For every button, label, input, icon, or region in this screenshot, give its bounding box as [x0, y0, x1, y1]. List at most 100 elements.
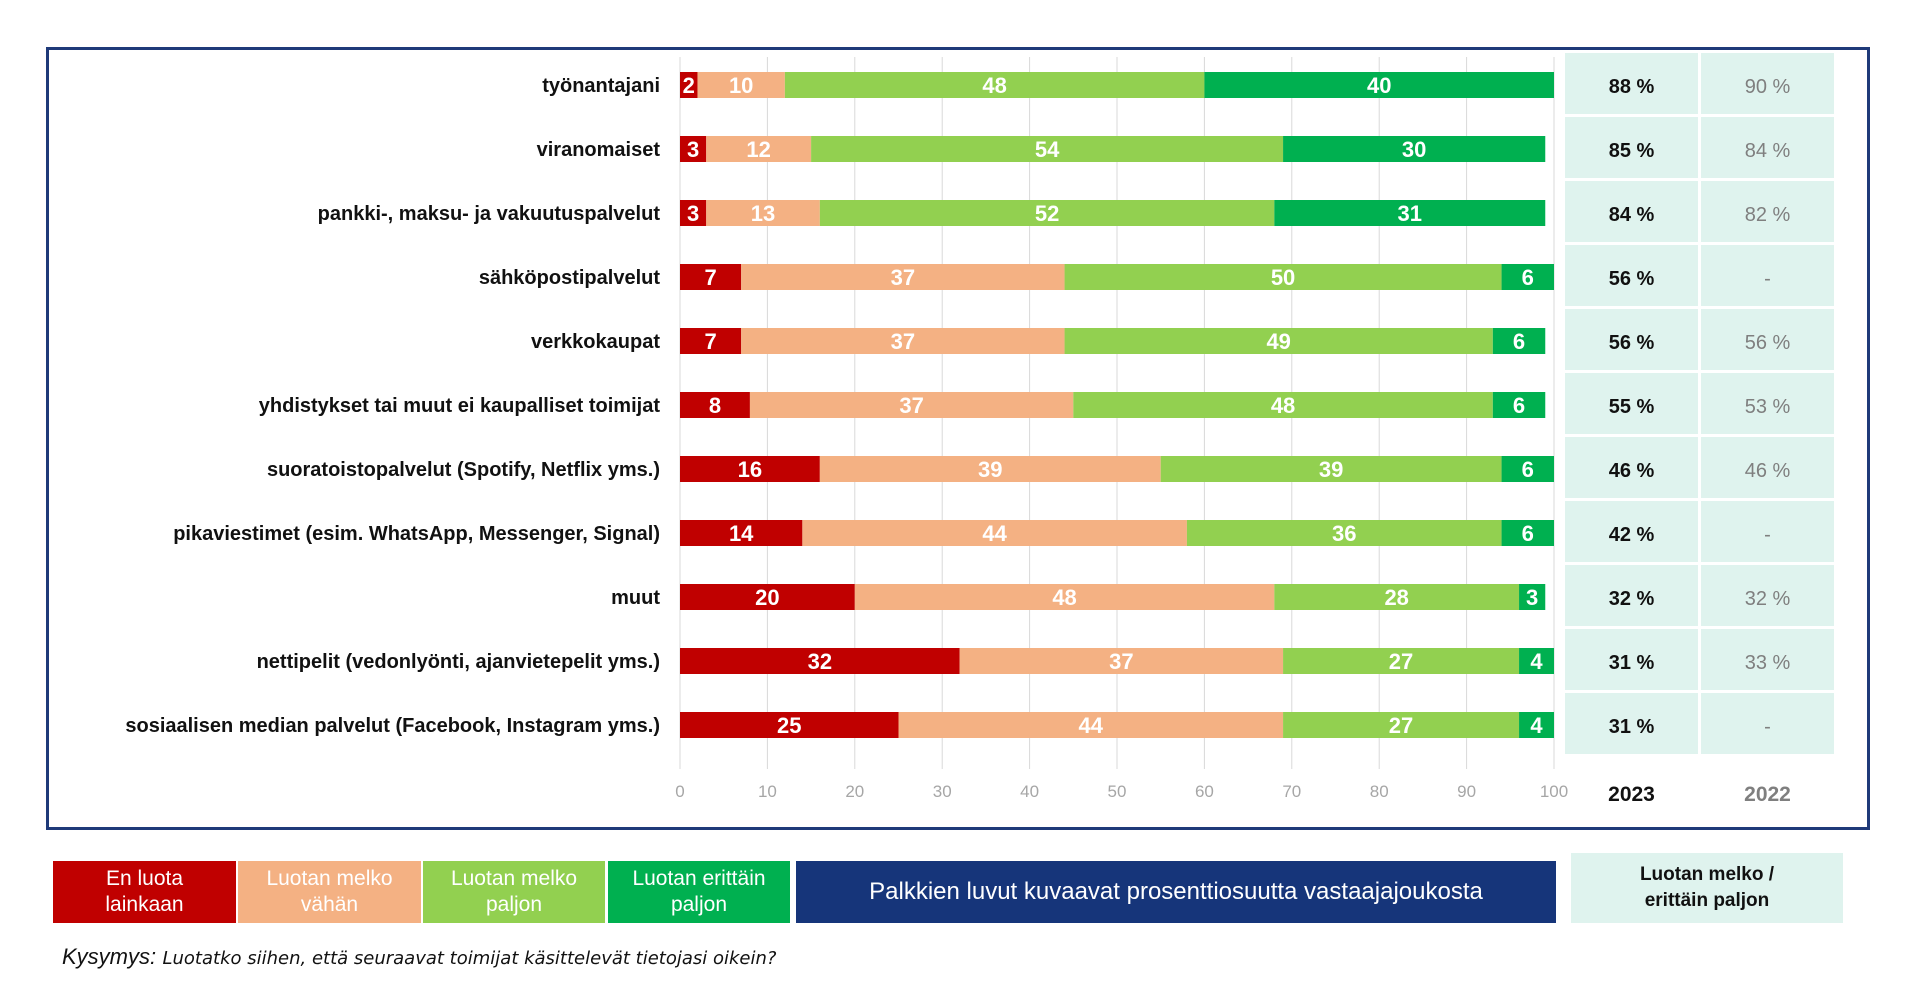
- x-tick-label: 40: [1020, 782, 1039, 801]
- category-label: pankki-, maksu- ja vakuutuspalvelut: [318, 203, 661, 225]
- data-label: 3: [1526, 585, 1538, 610]
- bar-segment: [1064, 264, 1502, 290]
- bar-segment: [1519, 712, 1554, 738]
- summary-value: 82 %: [1745, 204, 1791, 226]
- summary-column-header: 2022: [1744, 783, 1791, 806]
- data-label: 37: [891, 329, 915, 354]
- summary-key-line2: erittäin paljon: [1644, 890, 1770, 911]
- summary-value: 56 %: [1609, 332, 1655, 354]
- legend-label-line1: Luotan melko: [266, 867, 393, 890]
- x-tick-label: 90: [1457, 782, 1476, 801]
- bar-segment: [1073, 392, 1493, 418]
- data-label: 37: [899, 393, 923, 418]
- summary-value: 42 %: [1609, 524, 1655, 546]
- summary-cell-bg: [1701, 181, 1834, 242]
- x-tick-label: 80: [1370, 782, 1389, 801]
- data-label: 3: [687, 137, 699, 162]
- summary-value: 32 %: [1745, 588, 1791, 610]
- summary-value: 84 %: [1609, 204, 1655, 226]
- data-label: 48: [1271, 393, 1295, 418]
- bar-segment: [706, 136, 812, 162]
- data-label: 39: [978, 457, 1002, 482]
- legend-item-en-luota: En luota lainkaan: [53, 861, 236, 923]
- data-label: 30: [1402, 137, 1426, 162]
- bar-segment: [680, 328, 742, 354]
- bar-segment: [680, 712, 899, 738]
- x-tick-label: 50: [1108, 782, 1127, 801]
- summary-cell-bg: [1565, 693, 1698, 754]
- bar-segment: [1501, 520, 1554, 546]
- data-label: 49: [1266, 329, 1290, 354]
- legend-note: Palkkien luvut kuvaavat prosenttiosuutta…: [796, 861, 1556, 923]
- data-label: 4: [1530, 649, 1543, 674]
- bar-segment: [854, 584, 1275, 610]
- bar-segment: [706, 200, 820, 226]
- summary-value: 31 %: [1609, 652, 1655, 674]
- summary-cell-bg: [1565, 565, 1698, 626]
- bar-segment: [1501, 264, 1554, 290]
- bar-segment: [1283, 136, 1546, 162]
- summary-value: -: [1764, 716, 1771, 738]
- summary-value: 84 %: [1745, 140, 1791, 162]
- summary-cell-bg: [1701, 53, 1834, 114]
- data-label: 39: [1319, 457, 1343, 482]
- bar-segment: [1283, 712, 1520, 738]
- bar-segment: [784, 72, 1205, 98]
- bar-segment: [1274, 200, 1546, 226]
- data-label: 40: [1367, 73, 1391, 98]
- bar-segment: [811, 136, 1284, 162]
- data-label: 12: [746, 137, 770, 162]
- bar-segment: [680, 200, 707, 226]
- summary-value: 56 %: [1745, 332, 1791, 354]
- data-label: 6: [1522, 457, 1534, 482]
- data-label: 27: [1389, 713, 1413, 738]
- bar-segment: [680, 264, 742, 290]
- x-tick-label: 100: [1540, 782, 1568, 801]
- summary-cell-bg: [1701, 565, 1834, 626]
- x-tick-label: 10: [758, 782, 777, 801]
- legend-label-line2: lainkaan: [105, 893, 184, 916]
- data-label: 20: [755, 585, 779, 610]
- category-label: muut: [611, 587, 660, 609]
- x-tick-label: 20: [845, 782, 864, 801]
- data-label: 7: [704, 329, 716, 354]
- summary-cell-bg: [1701, 373, 1834, 434]
- summary-cell-bg: [1701, 693, 1834, 754]
- data-label: 28: [1384, 585, 1408, 610]
- data-label: 50: [1271, 265, 1295, 290]
- bar-segment: [749, 392, 1074, 418]
- bar-segment: [741, 264, 1065, 290]
- summary-value: 85 %: [1609, 140, 1655, 162]
- summary-cell-bg: [1701, 117, 1834, 178]
- summary-cell-bg: [1565, 181, 1698, 242]
- data-label: 3: [687, 201, 699, 226]
- summary-value: 53 %: [1745, 396, 1791, 418]
- data-label: 44: [1079, 713, 1104, 738]
- data-label: 44: [982, 521, 1007, 546]
- x-tick-label: 60: [1195, 782, 1214, 801]
- legend-label-line2: paljon: [485, 893, 543, 916]
- bar-segment: [680, 456, 820, 482]
- question-label: Kysymys:: [62, 944, 157, 969]
- bar-segment: [680, 72, 698, 98]
- bar-segment: [1160, 456, 1502, 482]
- summary-value: 32 %: [1609, 588, 1655, 610]
- summary-value: -: [1764, 524, 1771, 546]
- data-label: 6: [1513, 329, 1525, 354]
- legend-label-line1: En luota: [105, 867, 184, 890]
- category-label: viranomaiset: [537, 139, 661, 161]
- bar-segment: [802, 520, 1187, 546]
- category-label: suoratoistopalvelut (Spotify, Netflix ym…: [267, 459, 660, 481]
- summary-value: 88 %: [1609, 76, 1655, 98]
- data-label: 31: [1398, 201, 1422, 226]
- data-label: 8: [709, 393, 721, 418]
- summary-cell-bg: [1565, 629, 1698, 690]
- bar-segment: [1519, 648, 1554, 674]
- summary-value: -: [1764, 268, 1771, 290]
- data-label: 52: [1035, 201, 1059, 226]
- legend-label-line1: Luotan melko: [450, 867, 578, 890]
- summary-value: 46 %: [1745, 460, 1791, 482]
- data-label: 6: [1522, 265, 1534, 290]
- summary-cell-bg: [1701, 437, 1834, 498]
- data-label: 7: [704, 265, 716, 290]
